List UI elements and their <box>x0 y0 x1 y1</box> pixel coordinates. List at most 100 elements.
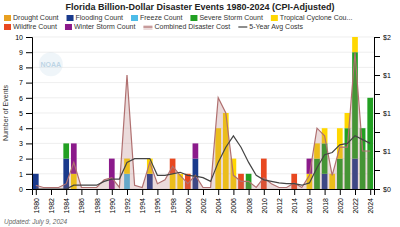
tick-label: 2022 <box>352 198 359 214</box>
tick-mark <box>26 113 32 114</box>
tick: 2006 <box>230 189 237 214</box>
legend-item: Wildfire Count <box>4 23 57 30</box>
tick-label: 2006 <box>230 198 237 214</box>
legend-label: Freeze Count <box>140 14 182 21</box>
grid-line <box>32 67 374 68</box>
bar <box>345 113 351 114</box>
tick-label: 9 <box>19 49 23 56</box>
tick: 1 <box>19 171 32 178</box>
bar <box>367 97 373 98</box>
bar <box>352 37 358 38</box>
bar <box>33 173 39 174</box>
tick: 2016 <box>306 189 313 214</box>
tick-mark <box>97 189 98 195</box>
tick: 2014 <box>291 189 298 214</box>
legend-label: Flooding Count <box>76 14 124 22</box>
tick: $1 <box>374 72 391 79</box>
tick-mark <box>36 189 37 195</box>
tick-label: $2 <box>383 34 391 41</box>
tick: $1 <box>374 148 391 155</box>
tick-label: 2018 <box>322 198 329 214</box>
tick-label: 1990 <box>109 198 116 214</box>
axis-line <box>33 190 375 196</box>
tick <box>374 170 380 171</box>
tick-label: 7 <box>19 79 23 86</box>
tick-label: 1992 <box>124 198 131 214</box>
bar <box>33 173 39 174</box>
bar <box>337 128 343 129</box>
tick: 0 <box>19 186 32 193</box>
bar <box>33 173 39 174</box>
tick-label: $0 <box>383 186 391 193</box>
chart: Florida Billion-Dollar Disaster Events 1… <box>0 0 400 227</box>
watermark: NOAA <box>40 61 61 68</box>
title: Florida Billion-Dollar Disaster Events 1… <box>65 2 334 12</box>
axis-line <box>26 38 33 190</box>
tick-label: $1 <box>383 110 391 117</box>
bar <box>246 173 252 174</box>
tick-mark <box>374 151 380 152</box>
tick: 9 <box>19 49 32 56</box>
axis-line <box>375 38 381 190</box>
tick-mark <box>51 189 52 195</box>
tick-mark <box>26 189 32 190</box>
legend-label: Drought Count <box>13 14 59 22</box>
legend-label: Severe Storm Count <box>199 14 262 21</box>
tick-mark <box>112 189 113 195</box>
tick-label: 0 <box>19 186 23 193</box>
bar <box>33 173 39 174</box>
axis: 1980198219841986198819901992199419961998… <box>33 189 375 214</box>
tick: 2024 <box>367 189 374 214</box>
tick-label: 6 <box>19 95 23 102</box>
tick: 1996 <box>154 189 161 214</box>
legend-swatch <box>65 24 72 30</box>
legend-swatch <box>143 26 152 27</box>
tick-label: 1998 <box>170 198 177 214</box>
tick: 1988 <box>94 189 101 214</box>
tick: 8 <box>19 64 32 71</box>
tick: 2 <box>19 155 32 162</box>
tick-mark <box>325 189 326 195</box>
tick-mark <box>370 189 371 195</box>
tick-label: 1 <box>19 171 23 178</box>
tick-mark <box>294 189 295 195</box>
legend-item: Tropical Cyclone Cou... <box>271 14 353 22</box>
bar <box>352 37 358 38</box>
tick-mark <box>203 189 204 195</box>
tick-label: 2016 <box>306 198 313 214</box>
tick-label: 2008 <box>246 198 253 214</box>
bar <box>63 143 69 158</box>
bar <box>367 97 373 98</box>
tick-label: $1 <box>383 148 391 155</box>
tick <box>374 94 380 95</box>
tick-mark <box>279 189 280 195</box>
tick: 1994 <box>139 189 146 214</box>
legend-swatch <box>271 15 278 21</box>
tick: 4 <box>19 125 32 132</box>
tick-mark <box>26 159 32 160</box>
tick-label: $1 <box>383 72 391 79</box>
tick-label: 1996 <box>154 198 161 214</box>
tick <box>374 56 380 57</box>
tick: $2 <box>374 34 391 41</box>
legend-swatch <box>4 15 11 21</box>
tick-label: 3 <box>19 140 23 147</box>
tick <box>374 132 380 133</box>
line <box>36 52 370 187</box>
tick-label: 10 <box>15 34 23 41</box>
axis: $0 $1 $1 $1 $2 <box>374 34 391 193</box>
tick: 1990 <box>109 189 116 214</box>
tick-mark <box>233 189 234 195</box>
tick: 2012 <box>276 189 283 214</box>
tick-label: 5 <box>19 110 23 117</box>
bar <box>246 173 252 174</box>
tick: 2018 <box>322 189 329 214</box>
legend-swatch <box>238 26 247 27</box>
bar <box>322 128 328 129</box>
tick: 2008 <box>246 189 253 214</box>
tick-label: 2012 <box>276 198 283 214</box>
legend-item: Flooding Count <box>67 14 124 22</box>
tick-mark <box>264 189 265 195</box>
tick-mark <box>127 189 128 195</box>
legend-item: Severe Storm Count <box>190 14 262 21</box>
